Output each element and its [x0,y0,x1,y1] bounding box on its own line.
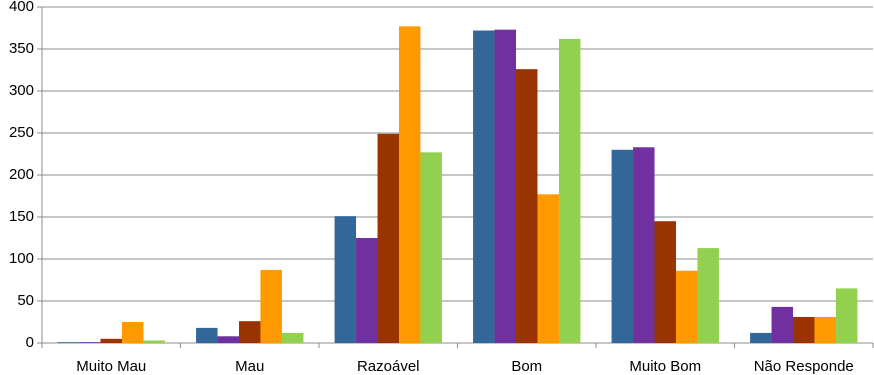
bar [793,316,815,343]
bar [100,338,122,343]
y-tick-label: 100 [9,250,34,267]
y-tick-label: 350 [9,40,34,57]
bar [633,147,655,343]
y-tick-label: 250 [9,124,34,141]
bar [611,149,634,343]
y-tick-label: 50 [17,292,34,309]
bar [771,306,794,343]
bar [334,216,357,343]
x-tick-label: Muito Bom [629,358,701,375]
bar [675,270,698,343]
bar [79,342,101,343]
x-tick-label: Bom [511,358,542,375]
bar [398,26,421,343]
bar [835,288,858,343]
bar [260,269,282,343]
bar [121,322,144,343]
bar [217,336,240,343]
bar [697,248,719,343]
bar [750,332,772,343]
x-tick-label: Não Responde [754,358,854,375]
bar [516,69,538,343]
bar [558,38,581,344]
bar [377,133,399,343]
bar [537,194,559,343]
x-tick-label: Razoável [357,358,420,375]
bar [143,340,165,343]
y-tick-label: 200 [9,166,34,183]
x-tick-label: Mau [235,358,264,375]
bar [239,321,261,343]
y-tick-label: 300 [9,82,34,99]
y-tick-label: 150 [9,208,34,225]
bar [356,238,378,343]
bar [473,30,495,344]
x-tick-label: Muito Mau [76,358,146,375]
bar [281,332,304,343]
bar [494,29,517,344]
bar [814,316,836,343]
bar [57,342,80,343]
y-tick-label: 400 [9,0,34,15]
y-tick-label: 0 [26,334,34,351]
bar [420,152,442,343]
bar [654,221,676,343]
bar [196,327,218,343]
